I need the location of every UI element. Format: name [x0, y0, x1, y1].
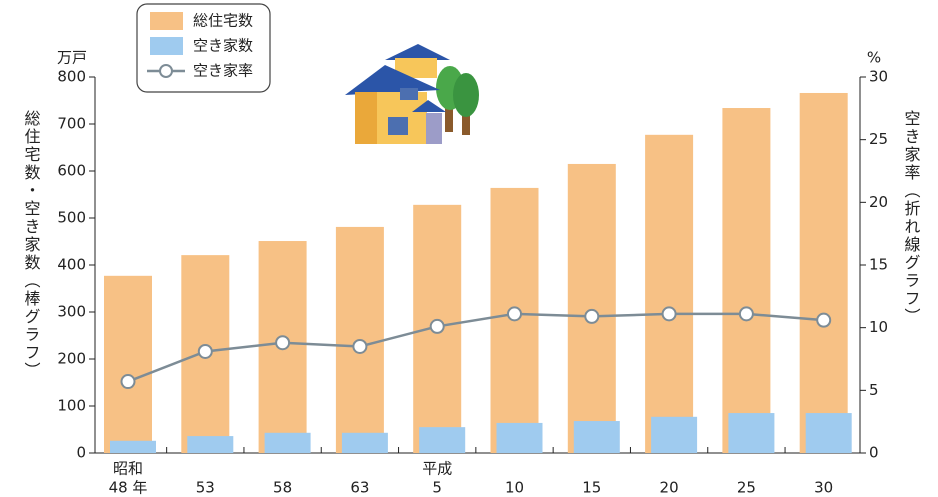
bar [419, 427, 466, 453]
bar [728, 413, 775, 453]
y2-tick-label: 0 [869, 444, 879, 462]
era-label: 平成 [422, 460, 452, 478]
y2-tick-label: 10 [869, 318, 888, 336]
plot-area: 0 100 200 300 400 500 600 700 800 0 5 10 15 20 25 30 48 … [57, 68, 888, 497]
marker [120, 374, 136, 390]
x-tick-label: 20 [660, 479, 679, 497]
marker [352, 338, 368, 354]
y2-tick-label: 25 [869, 130, 888, 148]
y-tick-label: 500 [57, 209, 86, 227]
y2-tick-label: 5 [869, 381, 879, 399]
y-tick-label: 700 [57, 115, 86, 133]
bar [496, 422, 543, 453]
marker [584, 308, 600, 324]
x-tick-label: 53 [196, 479, 215, 497]
bar [799, 92, 848, 453]
y2-axis-label: 空き家率（折れ線グラフ） [902, 110, 921, 326]
x-tick-label: 30 [814, 479, 833, 497]
marker [275, 335, 291, 351]
bar [264, 432, 311, 453]
y2-tick-label: 15 [869, 256, 888, 274]
y2-tick-label: 30 [869, 68, 888, 86]
marker [507, 306, 522, 322]
bar [645, 134, 694, 453]
line [127, 312, 824, 383]
x-tick-label: 48 年 [109, 479, 148, 497]
x-tick-label: 10 [505, 479, 524, 497]
marker [429, 318, 445, 334]
y-tick-label: 300 [57, 303, 86, 321]
bar [187, 436, 234, 453]
marker [738, 306, 754, 322]
y-tick-label: 400 [57, 256, 86, 274]
x-tick-label: 5 [432, 479, 442, 497]
legend-swatch [150, 12, 183, 30]
bar [651, 416, 698, 453]
x-tick-label: 63 [350, 479, 369, 497]
legend-label: 空き家率 [193, 62, 253, 80]
y-tick-label: 0 [76, 444, 86, 462]
y2-tick-label: 20 [869, 193, 888, 211]
y-tick-label: 200 [57, 350, 86, 368]
x-tick-label: 15 [582, 479, 601, 497]
bar [722, 108, 771, 454]
bar [110, 440, 156, 453]
bar [805, 413, 852, 453]
y-unit: 万戸 [57, 49, 87, 67]
bar [573, 421, 620, 453]
legend-marker [159, 64, 173, 78]
y-axis-label: 総住宅数・空き家数（棒グラフ） [22, 110, 41, 380]
era-label: 昭和 [113, 460, 143, 478]
legend-label: 総住宅数 [193, 12, 253, 30]
legend-swatch [150, 37, 183, 55]
legend-label: 空き家数 [193, 37, 253, 55]
y-tick-label: 800 [57, 68, 86, 86]
x-tick-label: 25 [737, 479, 756, 497]
marker [816, 312, 832, 328]
bar [567, 163, 616, 453]
y-tick-label: 600 [57, 162, 86, 180]
y2-unit: % [867, 49, 881, 67]
marker [661, 306, 677, 322]
y-tick-label: 100 [57, 397, 86, 415]
house-illustration [345, 44, 479, 144]
bar [104, 275, 152, 453]
x-tick-label: 58 [273, 479, 292, 497]
bar [341, 432, 388, 453]
marker [197, 343, 213, 359]
